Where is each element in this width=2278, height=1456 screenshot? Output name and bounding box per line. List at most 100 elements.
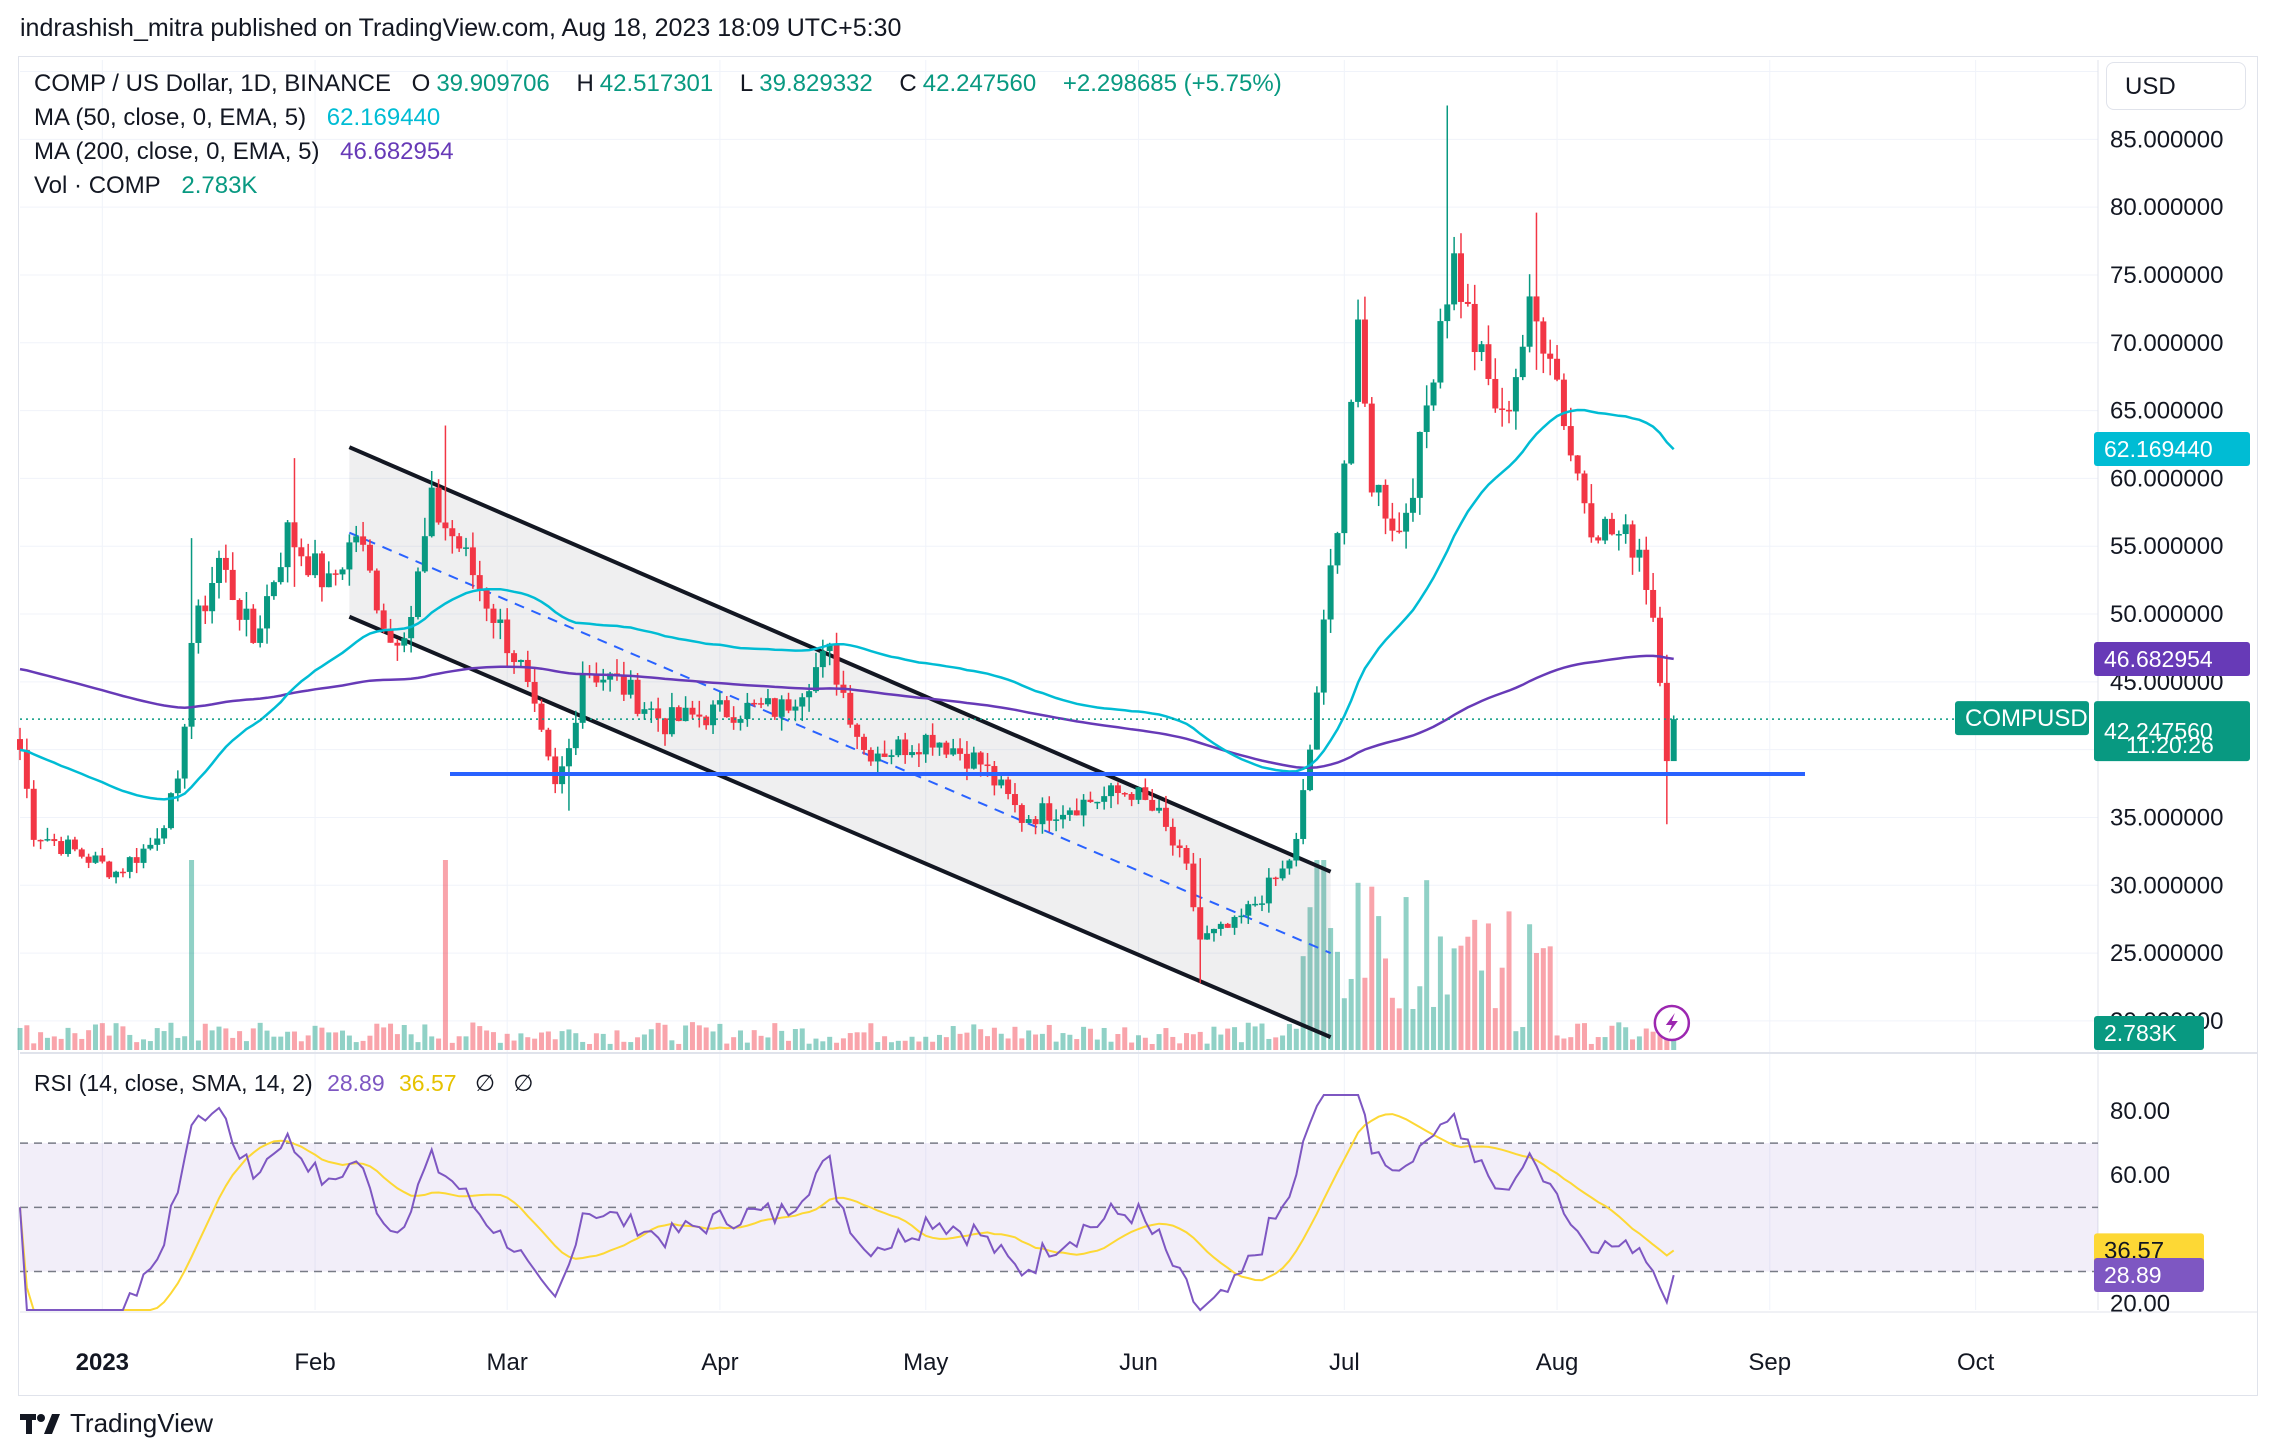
- volume-bar: [1005, 1038, 1011, 1050]
- volume-bar: [484, 1030, 490, 1050]
- volume-bar: [1355, 882, 1361, 1050]
- volume-bar: [1451, 948, 1457, 1050]
- candle-body: [209, 582, 216, 612]
- price-tick-label: 35.000000: [2110, 804, 2223, 831]
- legend-ma200[interactable]: MA (200, close, 0, EMA, 5) 46.682954: [34, 138, 460, 166]
- candle-body: [332, 573, 339, 575]
- candle-body: [174, 778, 181, 794]
- volume-bar: [1561, 1038, 1567, 1050]
- volume-bar: [1465, 936, 1471, 1050]
- candle-body: [1011, 794, 1018, 806]
- volume-bar: [1396, 1008, 1402, 1050]
- candle-body: [394, 642, 401, 646]
- candle-body: [1300, 790, 1307, 839]
- volume-bar: [1582, 1023, 1587, 1050]
- candle-body: [1210, 928, 1217, 934]
- legend-rsi[interactable]: RSI (14, close, SMA, 14, 2) 28.89 36.57 …: [34, 1070, 533, 1097]
- candle-body: [1547, 353, 1554, 359]
- volume-bar: [1417, 986, 1423, 1050]
- symbol-title[interactable]: COMP / US Dollar, 1D, BINANCE: [34, 70, 391, 97]
- ma50-label: MA (50, close, 0, EMA, 5): [34, 104, 307, 131]
- time-tick-label: 2023: [76, 1349, 129, 1376]
- volume-bar: [449, 1042, 455, 1050]
- volume-bar: [971, 1024, 977, 1050]
- volume-bar: [1664, 1031, 1670, 1050]
- volume-bar: [92, 1024, 98, 1050]
- candle-body: [1457, 253, 1464, 302]
- volume-bar: [1499, 967, 1505, 1050]
- candle-body: [1327, 565, 1334, 620]
- candle-body: [243, 608, 250, 620]
- candle-body: [977, 752, 984, 765]
- volume-bar: [710, 1031, 716, 1050]
- volume-bar: [545, 1031, 551, 1050]
- candle-body: [1128, 793, 1135, 800]
- volume-bar: [1135, 1035, 1141, 1050]
- candle-body: [565, 748, 572, 767]
- volume-bar: [1348, 978, 1354, 1050]
- volume-bar: [868, 1023, 874, 1050]
- volume-bar: [683, 1025, 689, 1050]
- volume-bar: [1170, 1036, 1176, 1050]
- rsi-tag-bg: [2094, 1258, 2204, 1293]
- price-tick-label: 55.000000: [2110, 533, 2223, 560]
- volume-bar: [209, 1030, 215, 1050]
- volume-bar: [648, 1029, 654, 1050]
- volume-bar: [985, 1036, 991, 1050]
- candle-body: [1622, 524, 1629, 535]
- volume-bar: [669, 1040, 675, 1050]
- volume-bar: [1280, 1035, 1286, 1050]
- volume-bar: [120, 1026, 126, 1050]
- volume-bar: [511, 1040, 517, 1050]
- candle-body: [1060, 814, 1066, 820]
- volume-bar: [490, 1032, 496, 1050]
- candle-body: [1334, 533, 1341, 566]
- volume-bar: [923, 1036, 929, 1050]
- volume-bar: [134, 1042, 140, 1050]
- legend-volume[interactable]: Vol · COMP 2.783K: [34, 172, 263, 200]
- volume-bar: [1211, 1026, 1217, 1050]
- currency-button[interactable]: USD: [2106, 62, 2246, 110]
- price-tick-label: 75.000000: [2110, 262, 2223, 289]
- volume-bar: [1341, 998, 1347, 1050]
- legend-ohlc: COMP / US Dollar, 1D, BINANCE O 39.909706…: [34, 70, 1282, 97]
- volume-bar: [744, 1042, 750, 1050]
- candle-body: [298, 547, 305, 557]
- volume-bar: [628, 1042, 634, 1050]
- candle-body: [881, 753, 888, 757]
- volume-bar: [827, 1036, 833, 1050]
- volume-bar: [799, 1028, 805, 1050]
- volume-bar: [1643, 1028, 1649, 1050]
- candle-body: [1204, 933, 1211, 940]
- volume-bar: [1081, 1026, 1087, 1050]
- change-value: +2.298685 (+5.75%): [1062, 70, 1282, 97]
- candle-body: [682, 707, 689, 722]
- candle-body: [1554, 358, 1561, 380]
- volume-bar: [477, 1026, 483, 1050]
- candle-body: [1348, 401, 1355, 464]
- candle-body: [318, 553, 325, 588]
- volume-bar: [916, 1041, 922, 1050]
- volume-bar: [1321, 860, 1327, 1050]
- volume-bar: [820, 1041, 826, 1050]
- candle-body: [1670, 719, 1677, 762]
- volume-bar: [38, 1032, 44, 1050]
- candle-body: [538, 703, 545, 730]
- volume-bar: [1232, 1027, 1238, 1050]
- rsi-line: [19, 1094, 1675, 1312]
- price-tick-label: 50.000000: [2110, 601, 2223, 628]
- volume-bar: [154, 1028, 160, 1050]
- volume-bar: [1362, 977, 1368, 1050]
- volume-bar: [1190, 1034, 1196, 1050]
- volume-bar: [1458, 945, 1464, 1050]
- legend-ma50[interactable]: MA (50, close, 0, EMA, 5) 62.169440: [34, 104, 446, 132]
- tradingview-footer[interactable]: TradingView: [20, 1408, 213, 1439]
- candle-body: [284, 522, 291, 568]
- volume-bar: [792, 1029, 798, 1050]
- candle-body: [579, 673, 586, 723]
- candle-body: [140, 848, 147, 863]
- ma200-label: MA (200, close, 0, EMA, 5): [34, 138, 320, 165]
- candle-body: [854, 724, 861, 737]
- candle-body: [1512, 377, 1519, 412]
